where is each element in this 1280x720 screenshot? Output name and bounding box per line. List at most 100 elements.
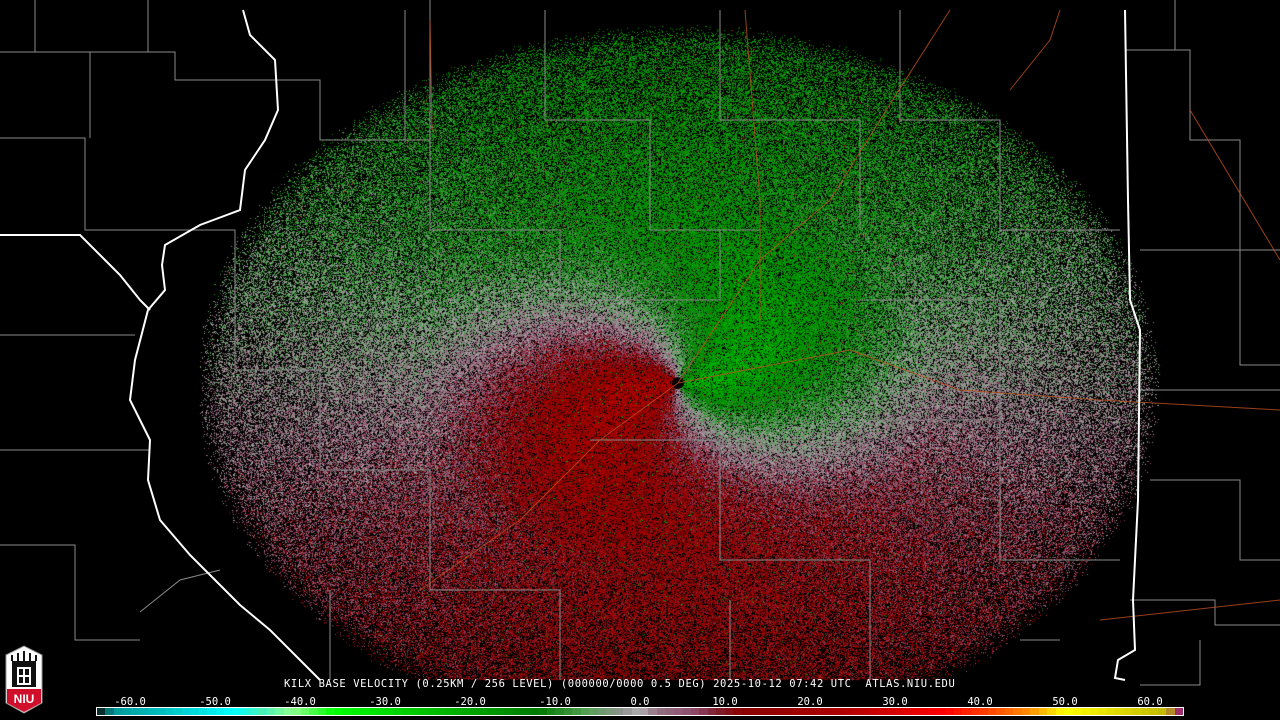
- colorbar-swatch: [784, 708, 793, 715]
- colorbar-swatch: [750, 708, 759, 715]
- colorbar-swatch: [1030, 708, 1039, 715]
- colorbar-swatch: [1115, 708, 1124, 715]
- colorbar-swatch: [478, 708, 488, 715]
- colorbar-swatch: [402, 708, 411, 715]
- colorbar-swatch: [919, 708, 929, 715]
- colorbar-swatch: [292, 708, 301, 715]
- colorbar-swatch: [767, 708, 776, 715]
- colorbar-swatch: [241, 708, 250, 715]
- colorbar-swatch: [631, 708, 640, 715]
- product-caption: KILX BASE VELOCITY (0.25KM / 256 LEVEL) …: [284, 678, 956, 690]
- colorbar-swatch: [690, 708, 700, 715]
- colorbar-swatch: [317, 708, 327, 715]
- colorbar-swatch: [512, 708, 522, 715]
- colorbar-swatch: [724, 708, 734, 715]
- colorbar-swatch: [911, 708, 920, 715]
- colorbar-swatch: [1072, 708, 1082, 715]
- colorbar-swatch: [640, 708, 649, 715]
- colorbar-swatch: [936, 708, 946, 715]
- colorbar-swatch: [953, 708, 963, 715]
- colorbar-swatch: [368, 708, 377, 715]
- colorbar-tick-label: -20.0: [454, 696, 486, 708]
- colorbar-swatch: [470, 708, 479, 715]
- colorbar-swatch: [962, 708, 971, 715]
- colorbar-swatch: [843, 708, 853, 715]
- colorbar-swatch: [572, 708, 581, 715]
- colorbar-swatch: [385, 708, 394, 715]
- colorbar-tick-label: 0.0: [630, 696, 650, 708]
- colorbar-swatch: [1098, 708, 1107, 715]
- colorbar-swatch: [758, 708, 768, 715]
- colorbar-swatch: [606, 708, 615, 715]
- colorbar-swatch: [707, 708, 717, 715]
- colorbar-swatch: [1174, 708, 1183, 715]
- colorbar-swatch: [869, 708, 878, 715]
- colorbar-swatch: [351, 708, 361, 715]
- colorbar-swatch: [589, 708, 598, 715]
- colorbar-swatch: [215, 708, 225, 715]
- colorbar-swatch: [555, 708, 564, 715]
- niu-logo: NIU: [3, 645, 45, 719]
- colorbar-swatch: [1149, 708, 1158, 715]
- colorbar-swatch: [1055, 708, 1065, 715]
- colorbar-swatch: [792, 708, 802, 715]
- colorbar-swatch: [648, 708, 657, 715]
- colorbar-swatch: [1106, 708, 1116, 715]
- colorbar-swatch: [360, 708, 369, 715]
- colorbar-swatch: [1021, 708, 1031, 715]
- colorbar-swatch: [1081, 708, 1090, 715]
- colorbar-swatch: [436, 708, 445, 715]
- colorbar-swatch: [495, 708, 505, 715]
- colorbar-swatch: [699, 708, 708, 715]
- colorbar-swatch: [1064, 708, 1073, 715]
- colorbar-swatch: [886, 708, 895, 715]
- colorbar-swatch: [1123, 708, 1133, 715]
- colorbar-swatch: [130, 708, 140, 715]
- state-borders: [0, 9, 1142, 681]
- colorbar-swatch: [343, 708, 352, 715]
- colorbar-swatch: [190, 708, 199, 715]
- colorbar-tick-label: 50.0: [1052, 696, 1078, 708]
- colorbar-swatch: [326, 708, 335, 715]
- colorbar-swatch: [580, 708, 590, 715]
- colorbar-swatch: [538, 708, 547, 715]
- colorbar-swatch: [809, 708, 819, 715]
- colorbar-swatch: [945, 708, 954, 715]
- colorbar-swatch: [147, 708, 157, 715]
- svg-text:NIU: NIU: [14, 692, 35, 706]
- colorbar-swatch: [461, 708, 471, 715]
- colorbar-swatch: [444, 708, 454, 715]
- colorbar-swatch: [266, 708, 276, 715]
- colorbar-swatch: [826, 708, 836, 715]
- velocity-colorbar: [96, 707, 1184, 716]
- colorbar-swatch: [156, 708, 165, 715]
- colorbar-swatch: [198, 708, 208, 715]
- colorbar-swatch: [877, 708, 887, 715]
- colorbar-swatch: [818, 708, 827, 715]
- colorbar-swatch: [597, 708, 607, 715]
- colorbar-swatch: [521, 708, 530, 715]
- colorbar-swatch: [835, 708, 844, 715]
- colorbar-swatch: [741, 708, 751, 715]
- colorbar-swatch: [894, 708, 904, 715]
- colorbar-swatch: [249, 708, 259, 715]
- colorbar-swatch: [309, 708, 318, 715]
- colorbar-swatch: [419, 708, 428, 715]
- colorbar-tick-label: -60.0: [114, 696, 146, 708]
- colorbar-swatch: [1038, 708, 1048, 715]
- colorbar-tick-label: 30.0: [882, 696, 908, 708]
- colorbar-swatch: [1166, 708, 1175, 715]
- colorbar-tick-label: -30.0: [369, 696, 401, 708]
- colorbar-swatch: [1013, 708, 1022, 715]
- colorbar-tick-label: -40.0: [284, 696, 316, 708]
- colorbar-swatch: [665, 708, 674, 715]
- colorbar-swatch: [122, 708, 131, 715]
- colorbar-tick-label: 20.0: [797, 696, 823, 708]
- colorbar-swatch: [139, 708, 148, 715]
- colorbar-swatch: [173, 708, 182, 715]
- colorbar-swatch: [529, 708, 539, 715]
- colorbar-swatch: [1157, 708, 1167, 715]
- colorbar-swatch: [1004, 708, 1014, 715]
- colorbar-swatch: [376, 708, 386, 715]
